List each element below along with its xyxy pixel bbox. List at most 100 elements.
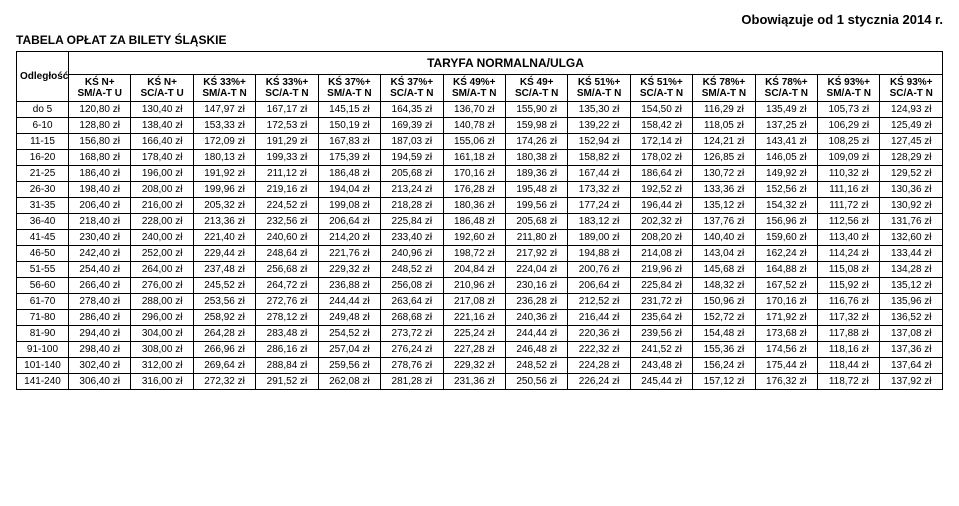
value-cell: 192,52 zł	[630, 182, 692, 198]
value-cell: 172,09 zł	[193, 134, 255, 150]
value-cell: 224,04 zł	[505, 262, 567, 278]
value-cell: 194,59 zł	[381, 150, 443, 166]
value-cell: 153,33 zł	[193, 118, 255, 134]
value-cell: 219,16 zł	[256, 182, 318, 198]
distance-cell: 31-35	[17, 198, 69, 214]
effective-date: Obowiązuje od 1 stycznia 2014 r.	[16, 12, 943, 27]
distance-cell: 36-40	[17, 214, 69, 230]
value-cell: 212,52 zł	[568, 294, 630, 310]
value-cell: 186,48 zł	[443, 214, 505, 230]
col-header-2: KŚ 33%+SM/A-T N	[193, 75, 255, 102]
value-cell: 149,92 zł	[755, 166, 817, 182]
distance-cell: 41-45	[17, 230, 69, 246]
value-cell: 302,40 zł	[69, 358, 131, 374]
value-cell: 114,24 zł	[818, 246, 880, 262]
value-cell: 200,76 zł	[568, 262, 630, 278]
value-cell: 112,56 zł	[818, 214, 880, 230]
value-cell: 124,93 zł	[880, 102, 943, 118]
value-cell: 127,45 zł	[880, 134, 943, 150]
value-cell: 167,17 zł	[256, 102, 318, 118]
distance-cell: 56-60	[17, 278, 69, 294]
col-header-8: KŚ 51%+SM/A-T N	[568, 75, 630, 102]
value-cell: 214,20 zł	[318, 230, 380, 246]
value-cell: 199,96 zł	[193, 182, 255, 198]
table-row: 31-35206,40 zł216,00 zł205,32 zł224,52 z…	[17, 198, 943, 214]
value-cell: 186,48 zł	[318, 166, 380, 182]
value-cell: 229,32 zł	[443, 358, 505, 374]
distance-cell: 101-140	[17, 358, 69, 374]
col-header-9: KŚ 51%+SC/A-T N	[630, 75, 692, 102]
value-cell: 158,82 zł	[568, 150, 630, 166]
value-cell: 133,36 zł	[693, 182, 755, 198]
value-cell: 217,08 zł	[443, 294, 505, 310]
value-cell: 230,16 zł	[505, 278, 567, 294]
col-header-3: KŚ 33%+SC/A-T N	[256, 75, 318, 102]
value-cell: 248,52 zł	[505, 358, 567, 374]
value-cell: 164,88 zł	[755, 262, 817, 278]
value-cell: 233,40 zł	[381, 230, 443, 246]
value-cell: 296,00 zł	[131, 310, 193, 326]
col-header-13: KŚ 93%+SC/A-T N	[880, 75, 943, 102]
value-cell: 257,04 zł	[318, 342, 380, 358]
value-cell: 244,44 zł	[505, 326, 567, 342]
value-cell: 268,68 zł	[381, 310, 443, 326]
value-cell: 105,73 zł	[818, 102, 880, 118]
value-cell: 294,40 zł	[69, 326, 131, 342]
value-cell: 137,76 zł	[693, 214, 755, 230]
col-header-7: KŚ 49+SC/A-T N	[505, 75, 567, 102]
value-cell: 264,28 zł	[193, 326, 255, 342]
value-cell: 183,12 zł	[568, 214, 630, 230]
distance-cell: 91-100	[17, 342, 69, 358]
value-cell: 206,64 zł	[568, 278, 630, 294]
value-cell: 139,22 zł	[568, 118, 630, 134]
value-cell: 135,49 zł	[755, 102, 817, 118]
value-cell: 211,80 zł	[505, 230, 567, 246]
value-cell: 218,28 zł	[381, 198, 443, 214]
value-cell: 208,20 zł	[630, 230, 692, 246]
value-cell: 242,40 zł	[69, 246, 131, 262]
value-cell: 189,00 zł	[568, 230, 630, 246]
value-cell: 128,80 zł	[69, 118, 131, 134]
value-cell: 176,28 zł	[443, 182, 505, 198]
value-cell: 288,84 zł	[256, 358, 318, 374]
value-cell: 225,24 zł	[443, 326, 505, 342]
value-cell: 117,32 zł	[818, 310, 880, 326]
table-row: 71-80286,40 zł296,00 zł258,92 zł278,12 z…	[17, 310, 943, 326]
value-cell: 170,16 zł	[755, 294, 817, 310]
value-cell: 264,72 zł	[256, 278, 318, 294]
value-cell: 161,18 zł	[443, 150, 505, 166]
value-cell: 232,56 zł	[256, 214, 318, 230]
table-row: 81-90294,40 zł304,00 zł264,28 zł283,48 z…	[17, 326, 943, 342]
value-cell: 216,44 zł	[568, 310, 630, 326]
distance-cell: do 5	[17, 102, 69, 118]
value-cell: 222,32 zł	[568, 342, 630, 358]
value-cell: 116,29 zł	[693, 102, 755, 118]
distance-cell: 11-15	[17, 134, 69, 150]
value-cell: 264,00 zł	[131, 262, 193, 278]
value-cell: 180,13 zł	[193, 150, 255, 166]
value-cell: 273,72 zł	[381, 326, 443, 342]
value-cell: 172,14 zł	[630, 134, 692, 150]
table-row: 41-45230,40 zł240,00 zł221,40 zł240,60 z…	[17, 230, 943, 246]
value-cell: 262,08 zł	[318, 374, 380, 390]
value-cell: 146,05 zł	[755, 150, 817, 166]
value-cell: 152,94 zł	[568, 134, 630, 150]
value-cell: 248,64 zł	[256, 246, 318, 262]
distance-cell: 81-90	[17, 326, 69, 342]
distance-cell: 46-50	[17, 246, 69, 262]
value-cell: 176,32 zł	[755, 374, 817, 390]
value-cell: 240,00 zł	[131, 230, 193, 246]
value-cell: 111,16 zł	[818, 182, 880, 198]
value-cell: 195,48 zł	[505, 182, 567, 198]
value-cell: 211,12 zł	[256, 166, 318, 182]
value-cell: 231,72 zł	[630, 294, 692, 310]
value-cell: 118,72 zł	[818, 374, 880, 390]
value-cell: 205,32 zł	[193, 198, 255, 214]
value-cell: 135,96 zł	[880, 294, 943, 310]
value-cell: 196,00 zł	[131, 166, 193, 182]
value-cell: 254,52 zł	[318, 326, 380, 342]
value-cell: 135,12 zł	[880, 278, 943, 294]
value-cell: 111,72 zł	[818, 198, 880, 214]
value-cell: 140,78 zł	[443, 118, 505, 134]
distance-cell: 61-70	[17, 294, 69, 310]
